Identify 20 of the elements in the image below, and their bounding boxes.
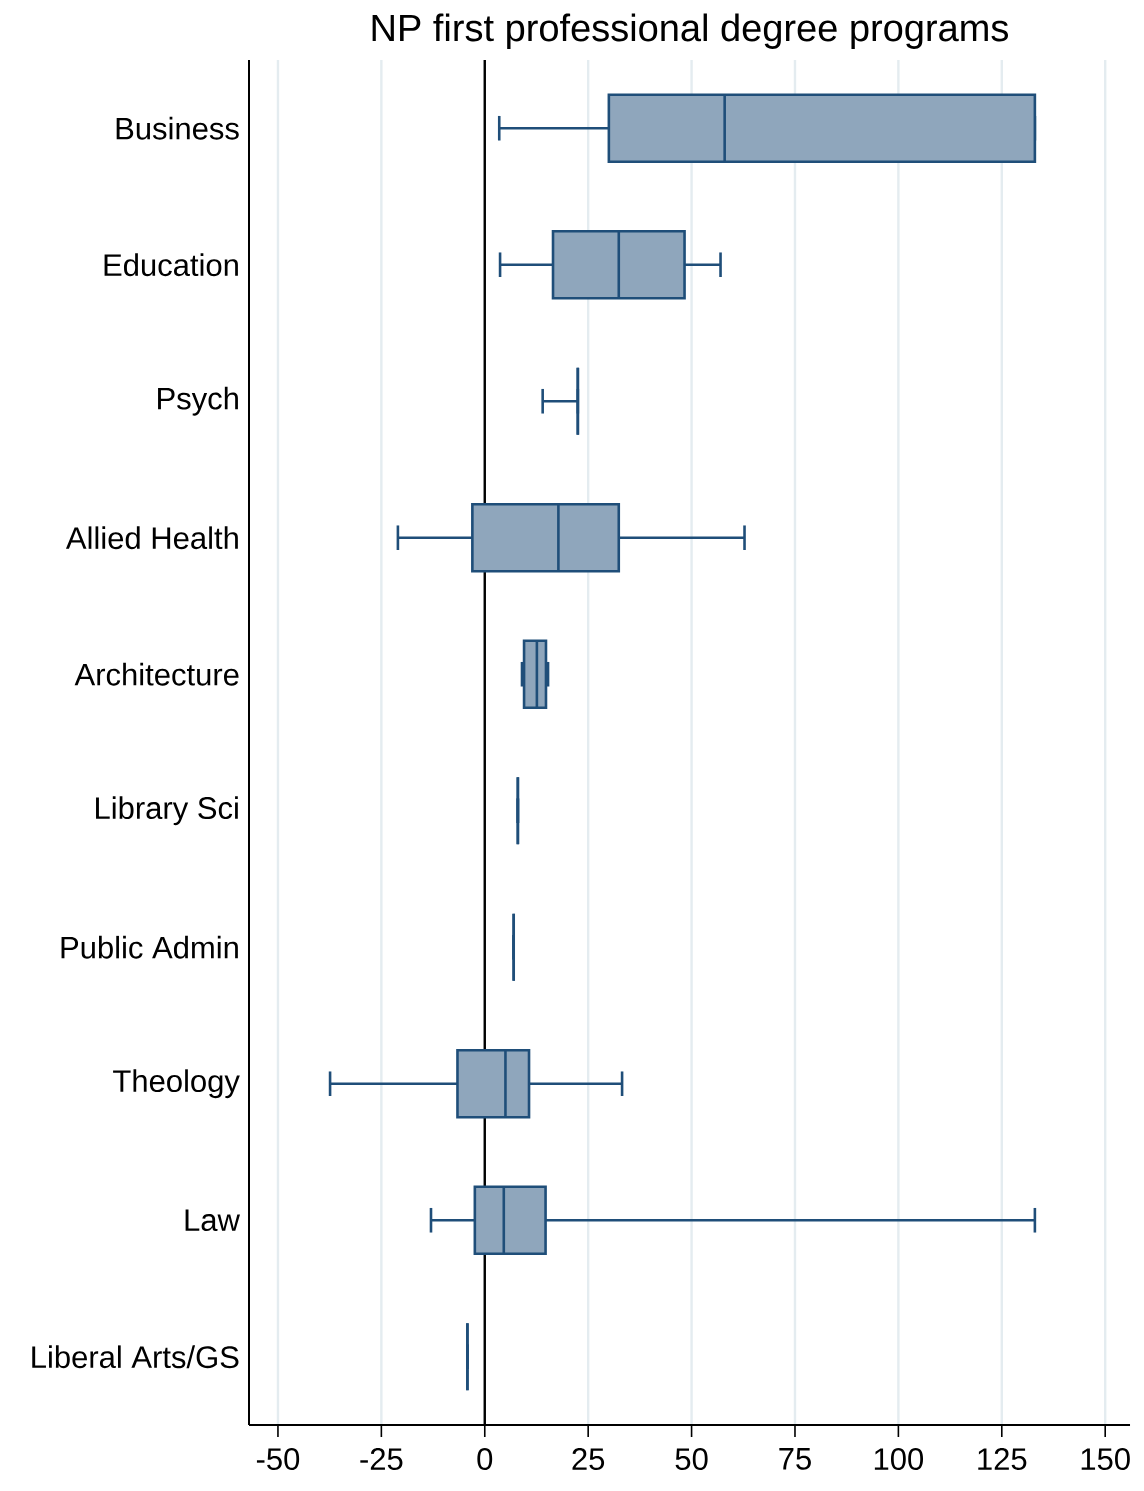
- x-tick-label: 100: [874, 1448, 924, 1471]
- x-tick-label: -25: [360, 1448, 403, 1471]
- y-tick-label: Education: [104, 253, 238, 277]
- x-tick-label: -50: [256, 1448, 300, 1471]
- x-tick-label: 50: [675, 1448, 708, 1471]
- x-tick-label: 150: [1081, 1448, 1130, 1471]
- x-tick-label: 0: [477, 1448, 493, 1471]
- y-tick-label: Library Sci: [96, 796, 238, 826]
- y-tick-label: Allied Health: [65, 526, 238, 550]
- x-tick-label: 125: [978, 1448, 1027, 1471]
- chart-title: NP first professional degree programs: [372, 13, 1008, 49]
- y-tick-label: Psych: [158, 386, 238, 416]
- x-tick-label: 25: [572, 1448, 605, 1471]
- y-tick-label: Theology: [113, 1069, 240, 1099]
- y-tick-label: Business: [116, 116, 239, 140]
- y-tick-label: Liberal Arts/GS: [32, 1345, 239, 1369]
- y-tick-label: Architecture: [74, 662, 239, 686]
- x-tick-label: 75: [779, 1448, 811, 1470]
- y-tick-label: Law: [185, 1209, 240, 1232]
- y-tick-label: Public Admin: [61, 935, 238, 959]
